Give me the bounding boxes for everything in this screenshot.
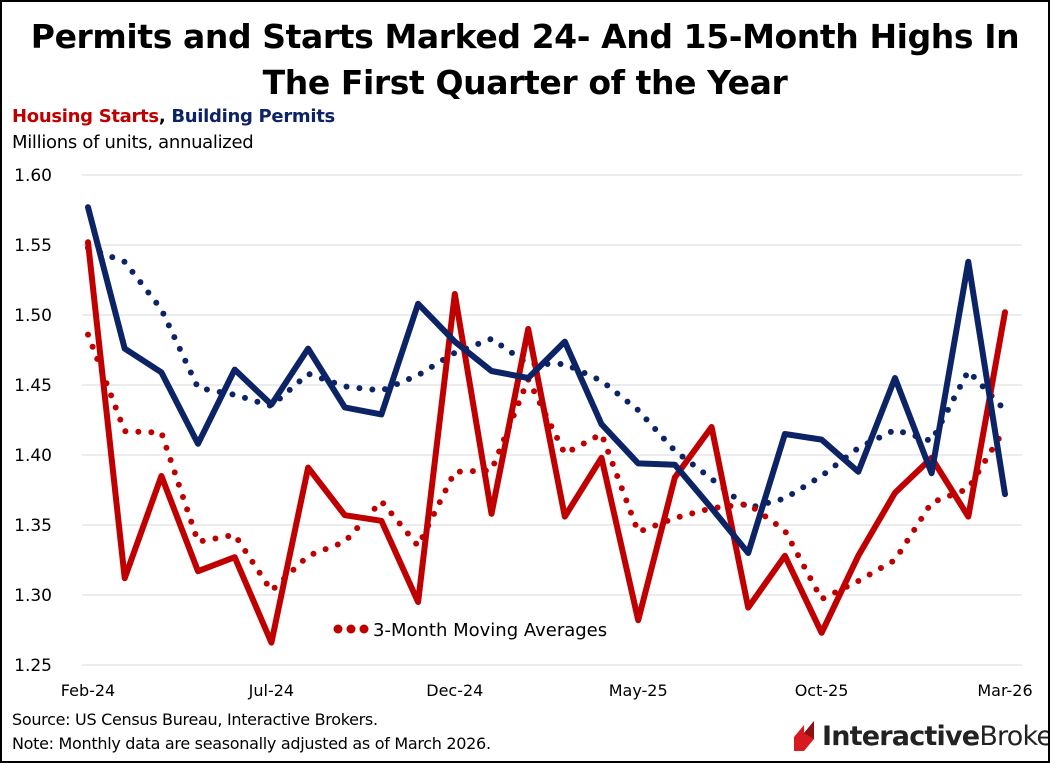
annotation-label: 3-Month Moving Averages [373, 620, 607, 641]
y-axis-ticks: 1.60 1.55 1.50 1.45 1.40 1.35 1.30 1.25 [14, 166, 52, 676]
housing-starts-line [85, 239, 1008, 646]
moving-average-annotation: 3-Month Moving Averages [333, 620, 607, 641]
y-tick-label: 1.45 [14, 376, 52, 396]
annotation-dot [333, 624, 343, 634]
series-legend-text: Housing Starts, Building Permits [12, 106, 335, 127]
brand-wordmark-rest: Brokers [979, 720, 1050, 752]
annotation-dot [359, 624, 369, 634]
title-line-2: The First Quarter of the Year [262, 63, 788, 102]
chart-title: Permits and Starts Marked 24- And 15-Mon… [2, 14, 1048, 106]
y-tick-label: 1.55 [14, 236, 52, 256]
source-note: Source: US Census Bureau, Interactive Br… [12, 710, 378, 729]
y-tick-label: 1.25 [14, 656, 52, 676]
y-tick-label: 1.60 [14, 166, 52, 186]
x-tick-label: Jul-24 [248, 681, 294, 700]
building-permits-line [85, 204, 1008, 556]
brand-wordmark-bold: Interactive [822, 720, 980, 752]
y-tick-label: 1.35 [14, 516, 52, 536]
gridlines [82, 174, 1022, 666]
series-lines [85, 204, 1008, 646]
unit-label: Millions of units, annualized [12, 132, 254, 153]
brand-mark-icon [794, 721, 814, 751]
legend-housing-starts: Housing Starts [12, 106, 159, 127]
title-line-1: Permits and Starts Marked 24- And 15-Mon… [30, 17, 1020, 56]
legend-building-permits: Building Permits [171, 106, 335, 127]
y-tick-label: 1.30 [14, 586, 52, 606]
x-tick-label: Dec-24 [426, 681, 483, 700]
x-tick-label: Oct-25 [795, 681, 849, 700]
x-tick-label: Feb-24 [61, 681, 115, 700]
data-note: Note: Monthly data are seasonally adjust… [12, 734, 491, 753]
x-axis-ticks: Feb-24 Jul-24 Dec-24 May-25 Oct-25 Mar-26 [61, 681, 1033, 700]
line-chart: 1.60 1.55 1.50 1.45 1.40 1.35 1.30 1.25 Feb-24 J… [14, 166, 1033, 700]
legend-separator: , [158, 106, 172, 127]
y-tick-label: 1.50 [14, 306, 52, 326]
x-tick-label: Mar-26 [977, 681, 1032, 700]
annotation-dot [346, 624, 356, 634]
y-tick-label: 1.40 [14, 446, 52, 466]
building-permits-moving-average-line [85, 244, 1008, 512]
x-tick-label: May-25 [609, 681, 668, 700]
